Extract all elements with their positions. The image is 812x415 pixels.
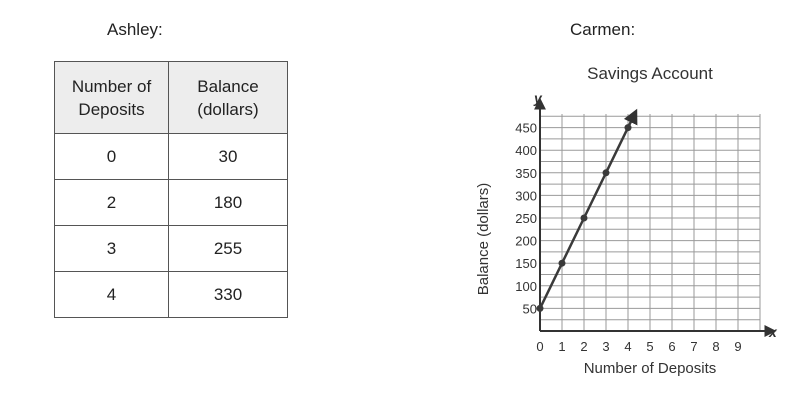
chart-axes <box>534 97 777 337</box>
x-tick-label: 2 <box>580 339 587 354</box>
y-tick-label: 400 <box>515 143 537 158</box>
chart-series <box>536 108 638 312</box>
data-point <box>580 214 588 222</box>
y-tick-label: 300 <box>515 188 537 203</box>
chart-title: Savings Account <box>587 64 713 83</box>
table-row: 2 180 <box>54 179 288 226</box>
carmen-label: Carmen: <box>570 20 636 39</box>
x-tick-label: 0 <box>536 339 543 354</box>
table-body: 0 30 2 180 3 255 4 330 <box>54 133 288 318</box>
y-axis-title: Balance (dollars) <box>475 183 492 296</box>
chart-grid <box>540 114 761 331</box>
cell-balance: 30 <box>168 133 288 180</box>
cell-balance: 330 <box>168 271 288 318</box>
series-line <box>538 108 638 309</box>
x-axis-letter: x <box>768 324 778 340</box>
cell-balance: 255 <box>168 225 288 272</box>
table-row: 4 330 <box>54 271 288 318</box>
y-tick-label: 200 <box>515 234 537 249</box>
data-point <box>624 124 632 132</box>
table-header-row: Number of Deposits Balance (dollars) <box>54 61 288 134</box>
y-tick-label: 350 <box>515 166 537 181</box>
header-balance: Balance (dollars) <box>168 61 288 134</box>
cell-deposits: 0 <box>54 133 169 180</box>
chart-tick-labels: 0 1 2 3 4 5 6 7 8 9 50 100 150 200 250 300 350 400 450 <box>515 121 741 354</box>
table-row: 3 255 <box>54 225 288 272</box>
x-tick-label: 6 <box>668 339 675 354</box>
table-header: Number of Deposits Balance (dollars) <box>54 61 288 134</box>
data-point <box>536 304 544 312</box>
x-axis-title: Number of Deposits <box>584 360 717 377</box>
y-tick-label: 450 <box>515 121 537 136</box>
x-tick-label: 5 <box>646 339 653 354</box>
x-tick-label: 8 <box>712 339 719 354</box>
y-tick-label: 50 <box>523 301 537 316</box>
data-point <box>602 169 610 177</box>
x-tick-label: 1 <box>558 339 565 354</box>
x-tick-label: 7 <box>690 339 697 354</box>
y-tick-label: 100 <box>515 279 537 294</box>
y-tick-label: 150 <box>515 256 537 271</box>
ashley-label: Ashley: <box>107 20 163 39</box>
x-tick-label: 3 <box>602 339 609 354</box>
cell-deposits: 4 <box>54 271 169 318</box>
x-tick-label: 9 <box>734 339 741 354</box>
header-number-of-deposits: Number of Deposits <box>54 61 169 134</box>
table-row: 0 30 <box>54 133 288 180</box>
x-tick-label: 4 <box>624 339 631 354</box>
y-tick-label: 250 <box>515 211 537 226</box>
data-point <box>558 259 566 267</box>
cell-deposits: 2 <box>54 179 169 226</box>
savings-account-chart: Savings Account 0 1 2 3 4 5 6 7 8 9 50 100 150 200 250… <box>475 64 778 377</box>
cell-balance: 180 <box>168 179 288 226</box>
ashley-deposits-table: Number of Deposits Balance (dollars) 0 3 0 … <box>54 61 288 318</box>
cell-deposits: 3 <box>54 225 169 272</box>
y-axis-letter: y <box>533 90 543 106</box>
